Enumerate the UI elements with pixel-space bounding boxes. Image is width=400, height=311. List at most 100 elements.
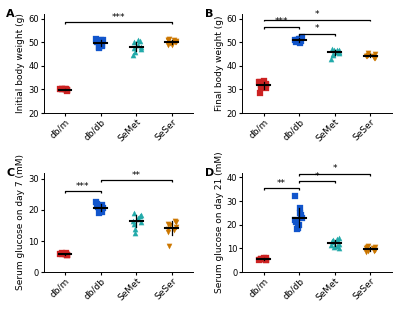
Point	[258, 85, 264, 90]
Point	[59, 251, 65, 256]
Text: ***: ***	[274, 17, 288, 26]
Point	[93, 200, 100, 205]
Point	[100, 37, 106, 42]
Point	[330, 240, 336, 245]
Point	[64, 253, 71, 258]
Point	[138, 212, 144, 217]
Point	[263, 257, 269, 262]
Point	[137, 214, 144, 219]
Point	[59, 86, 66, 91]
Point	[263, 258, 269, 263]
Point	[173, 40, 180, 45]
Point	[329, 47, 335, 52]
Point	[328, 56, 334, 61]
Text: *: *	[315, 10, 319, 19]
Point	[371, 55, 377, 60]
Point	[131, 221, 138, 226]
Point	[98, 205, 104, 210]
Point	[164, 37, 171, 42]
Point	[363, 246, 370, 251]
Point	[96, 44, 102, 49]
Text: B: B	[205, 9, 213, 19]
Point	[166, 41, 173, 46]
Point	[130, 53, 136, 58]
Point	[258, 82, 264, 87]
Point	[330, 245, 337, 250]
Point	[63, 251, 69, 256]
Point	[171, 228, 178, 233]
Point	[333, 48, 340, 53]
Point	[173, 220, 180, 225]
Point	[336, 49, 342, 54]
Point	[94, 39, 101, 44]
Point	[132, 226, 138, 231]
Point	[372, 245, 378, 250]
Point	[371, 247, 378, 252]
Point	[363, 249, 370, 254]
Point	[262, 83, 268, 88]
Point	[258, 256, 264, 261]
Point	[99, 43, 105, 48]
Point	[372, 55, 378, 60]
Point	[165, 226, 172, 231]
Point	[135, 42, 142, 47]
Point	[330, 52, 336, 57]
Point	[132, 49, 138, 54]
Point	[135, 215, 142, 220]
Point	[293, 40, 300, 45]
Point	[364, 50, 371, 55]
Point	[336, 241, 342, 246]
Text: *: *	[332, 165, 337, 174]
Point	[94, 204, 101, 209]
Point	[173, 39, 179, 44]
Point	[57, 252, 64, 257]
Point	[130, 218, 136, 223]
Point	[100, 206, 106, 211]
Point	[364, 54, 370, 59]
Point	[64, 253, 70, 258]
Point	[364, 245, 370, 250]
Point	[256, 257, 262, 262]
Point	[98, 41, 104, 46]
Point	[292, 194, 298, 199]
Point	[295, 226, 301, 231]
Point	[57, 87, 64, 92]
Point	[365, 248, 372, 253]
Point	[64, 87, 70, 92]
Point	[64, 252, 70, 257]
Point	[263, 82, 269, 87]
Point	[330, 48, 337, 53]
Point	[336, 50, 342, 55]
Point	[165, 42, 172, 47]
Point	[363, 54, 370, 59]
Text: **: **	[132, 171, 141, 180]
Point	[166, 223, 173, 228]
Text: ***: ***	[112, 13, 125, 22]
Y-axis label: Final body weight (g): Final body weight (g)	[215, 16, 224, 111]
Point	[98, 42, 105, 47]
Point	[329, 239, 335, 244]
Point	[64, 87, 70, 92]
Point	[292, 217, 298, 222]
Point	[260, 255, 267, 260]
Point	[330, 238, 337, 243]
Point	[169, 42, 175, 47]
Point	[370, 54, 376, 59]
Point	[297, 36, 303, 41]
Point	[297, 213, 304, 218]
Point	[96, 211, 102, 216]
Point	[292, 37, 298, 42]
Text: D: D	[205, 168, 214, 178]
Text: *: *	[315, 172, 319, 181]
Text: C: C	[6, 168, 14, 178]
Point	[364, 244, 371, 248]
Point	[63, 86, 69, 91]
Point	[256, 91, 263, 95]
Point	[138, 44, 144, 49]
Point	[164, 38, 171, 43]
Point	[296, 222, 303, 227]
Point	[336, 235, 342, 240]
Point	[93, 36, 100, 41]
Point	[59, 251, 66, 256]
Point	[93, 201, 100, 206]
